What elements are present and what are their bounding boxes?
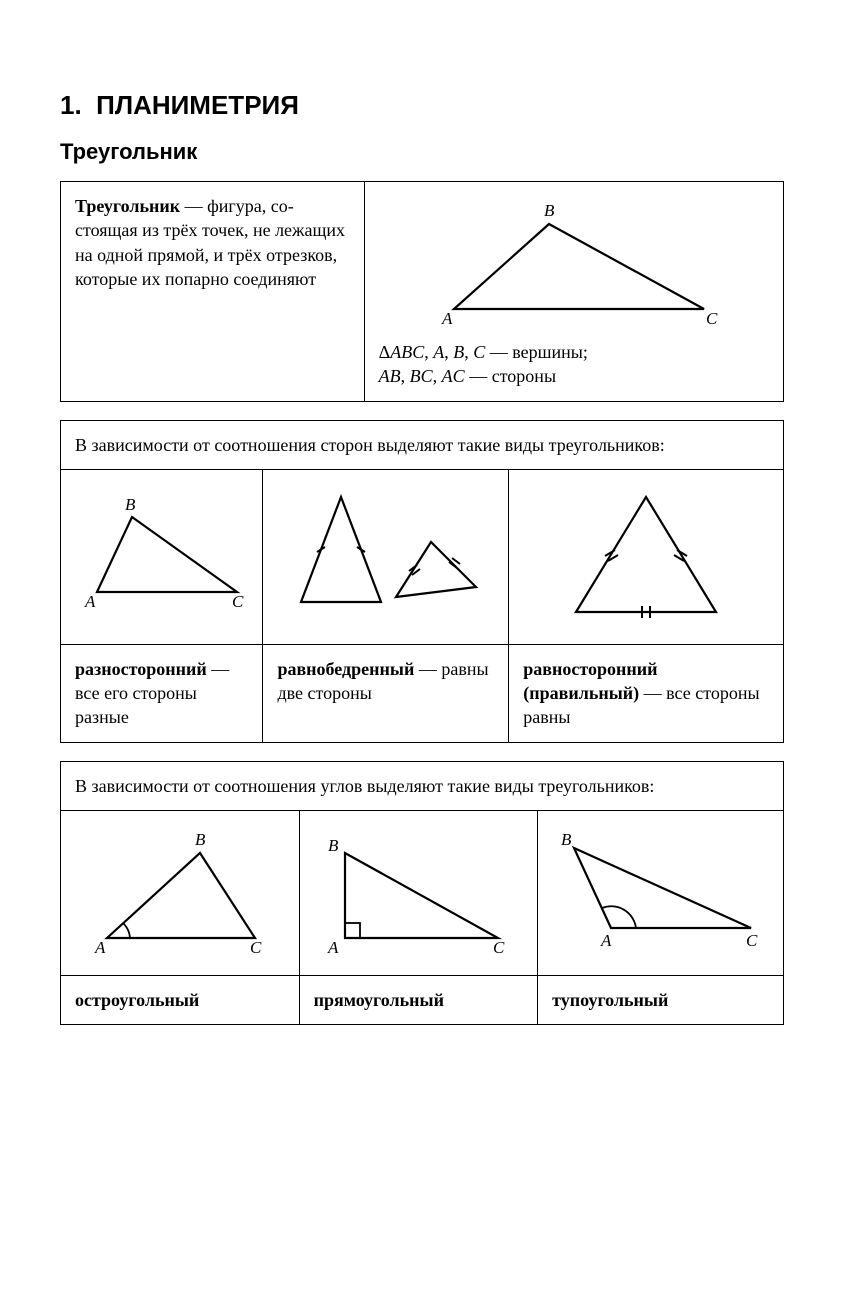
angles-table: В зависимости от соотношения углов выдел…	[60, 761, 784, 1026]
svg-text:C: C	[493, 938, 505, 957]
sides-intro: В зависимости от соотношения сторон выде…	[61, 420, 784, 469]
subheading: Треугольник	[60, 139, 784, 165]
acute-figure: A B C	[75, 823, 285, 963]
caption1: ΔABC, A, B, C — вершины;	[379, 342, 588, 362]
isosceles-figure	[277, 482, 494, 622]
svg-text:B: B	[195, 830, 206, 849]
isosceles-term: равнобедрен­ный	[277, 659, 414, 679]
svg-text:B: B	[125, 495, 136, 514]
definition-table: Треугольник — фигура, со­стоящая из трёх…	[60, 181, 784, 402]
svg-text:A: A	[327, 938, 339, 957]
scalene-term: разносторон­ний	[75, 659, 207, 679]
equilateral-term: равносторонний (правильный)	[523, 659, 657, 703]
svg-text:B: B	[561, 830, 572, 849]
equilateral-figure	[523, 482, 769, 632]
acute-term: остроугольный	[75, 990, 199, 1010]
sides-table: В зависимости от соотношения сторон выде…	[60, 420, 784, 743]
heading-number: 1.	[60, 90, 82, 120]
svg-text:C: C	[250, 938, 262, 957]
svg-text:C: C	[232, 592, 244, 611]
svg-text:A: A	[94, 938, 106, 957]
vertex-b-label: B	[544, 201, 555, 220]
svg-text:A: A	[600, 931, 612, 950]
right-term: прямоугольный	[314, 990, 444, 1010]
page-heading: 1. ПЛАНИМЕТРИЯ	[60, 90, 784, 121]
scalene-figure: A B C	[75, 482, 248, 622]
svg-text:C: C	[746, 931, 758, 950]
vertex-c-label: C	[706, 309, 718, 328]
obtuse-term: тупоугольный	[552, 990, 668, 1010]
right-figure: A B C	[314, 823, 524, 963]
triangle-main-figure: A B C	[379, 194, 769, 334]
term: Треугольник	[75, 196, 180, 216]
angles-intro: В зависимости от соотношения углов выдел…	[61, 761, 784, 810]
obtuse-figure: A B C	[552, 823, 769, 963]
vertex-a-label: A	[441, 309, 453, 328]
figure-caption: ΔABC, A, B, C — вершины; AB, BC, AC — ст…	[379, 340, 769, 389]
caption2: AB, BC, AC — стороны	[379, 366, 556, 386]
heading-title: ПЛАНИМЕТРИЯ	[96, 90, 299, 120]
svg-text:B: B	[328, 836, 339, 855]
svg-text:A: A	[84, 592, 96, 611]
